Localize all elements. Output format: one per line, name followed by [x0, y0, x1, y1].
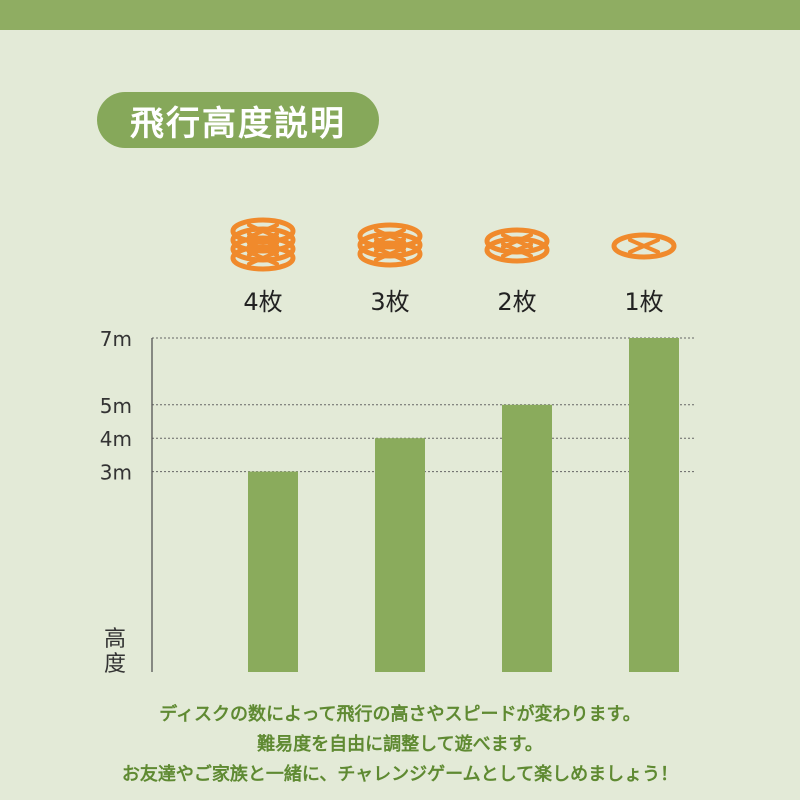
- caption-line-1: ディスクの数によって飛行の高さやスピードが変わります。: [159, 704, 641, 725]
- disc-stack-icon: [230, 217, 296, 272]
- disc-stack-icon: [357, 222, 423, 268]
- bar-chart: 3m 4m 5m 7m 4枚 3枚 2枚 1枚 高 度: [100, 217, 695, 677]
- caption-line-3: お友達やご家族と一緒に、チャレンジゲームとして楽しめましょう！: [121, 764, 679, 785]
- bar: [375, 438, 425, 672]
- disc-stack-icon: [484, 227, 550, 264]
- category-label: 2枚: [497, 288, 536, 316]
- y-tick-label: 7m: [100, 327, 132, 351]
- y-tick-label: 3m: [100, 461, 132, 485]
- y-axis-label-char-1: 高: [104, 627, 126, 652]
- y-axis-label-char-2: 度: [104, 652, 126, 677]
- bar: [629, 338, 679, 672]
- category-label: 4枚: [243, 288, 282, 316]
- caption-line-2: 難易度を自由に調整して遊べます。: [257, 734, 543, 755]
- bar: [502, 404, 552, 672]
- y-tick-label: 4m: [100, 427, 132, 451]
- y-tick-label: 5m: [100, 394, 132, 418]
- bar: [248, 471, 298, 672]
- disc-stack-icon: [611, 232, 677, 260]
- category-label: 1枚: [624, 288, 663, 316]
- category-label: 3枚: [370, 288, 409, 316]
- top-band: [0, 0, 800, 30]
- page-title: 飛行高度説明: [97, 92, 379, 148]
